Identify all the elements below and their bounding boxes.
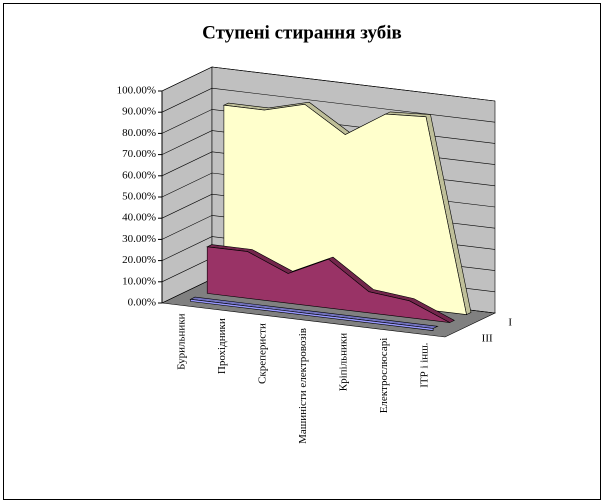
grid-line: [161, 66, 496, 102]
y-tick-label: 30.00%: [122, 233, 156, 245]
y-tick-label: 60.00%: [122, 169, 156, 181]
y-tick-label: 80.00%: [122, 127, 156, 139]
chart-title: Ступені стирання зубів: [202, 22, 402, 43]
depth-label: III: [482, 333, 493, 345]
y-tick-label: 50.00%: [122, 191, 156, 203]
x-tick-label: Скреперисти: [257, 323, 269, 384]
y-tick-label: 40.00%: [122, 212, 156, 224]
x-tick-label: Бурильники: [176, 313, 188, 370]
x-tick-label: Прохідники: [216, 318, 228, 374]
area: [206, 246, 450, 323]
x-tick-label: Кріпільники: [337, 333, 349, 391]
y-tick-label: 0.00%: [128, 297, 156, 309]
x-tick-label: ІТР і інш.: [418, 342, 430, 387]
y-tick-label: 90.00%: [122, 106, 156, 118]
x-tick-label: Машиністи електровозів: [297, 328, 309, 444]
x-tick-label: Електрослюсарі: [378, 338, 390, 414]
area: [190, 298, 434, 331]
y-tick-label: 20.00%: [122, 254, 156, 266]
grid-line: [161, 87, 496, 123]
y-tick-label: 10.00%: [122, 275, 156, 287]
depth-label: I: [508, 317, 512, 329]
y-tick-label: 70.00%: [122, 148, 156, 160]
y-tick-label: 100.00%: [117, 85, 156, 97]
